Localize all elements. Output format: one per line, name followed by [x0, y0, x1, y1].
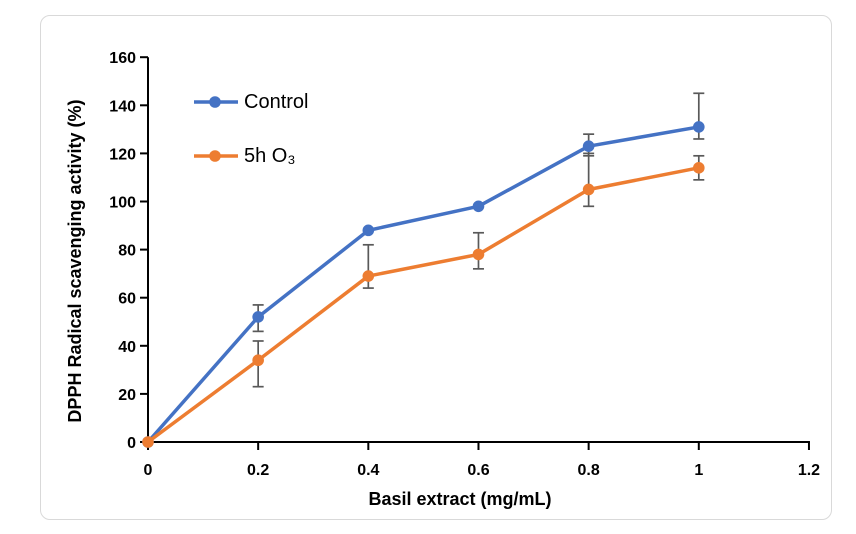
legend-label-control: Control — [244, 90, 309, 113]
x-tick-label: 0.2 — [247, 462, 269, 479]
y-axis-title: DPPH Radical scavenging activity (%) — [65, 99, 85, 423]
data-point-5h-o- — [693, 162, 705, 174]
chart-frame — [40, 15, 832, 520]
series-line-control — [146, 125, 701, 444]
data-point-control — [693, 121, 705, 133]
legend-swatch-5h-o- — [194, 150, 238, 162]
legend-label-5h-o-: 5h O₃ — [244, 144, 296, 167]
y-tick-label: 120 — [109, 146, 136, 163]
legend-marker-icon — [209, 150, 221, 162]
legend: Control 5h O₃ — [194, 89, 308, 197]
legend-marker-icon — [209, 96, 221, 108]
legend-swatch-control — [194, 96, 238, 108]
data-point-control — [582, 140, 595, 152]
y-tick-label: 100 — [109, 195, 136, 212]
y-tick-label: 140 — [109, 98, 136, 115]
data-point-control — [362, 224, 375, 237]
legend-item-5h-o-: 5h O₃ — [194, 143, 308, 169]
data-point-5h-o- — [472, 248, 485, 261]
series-line-5h-o- — [146, 166, 701, 444]
y-tick-label: 20 — [118, 387, 136, 404]
y-tick-label: 40 — [118, 339, 136, 356]
y-tick-label: 0 — [127, 435, 136, 452]
data-point-control — [252, 311, 264, 323]
x-tick-label: 1.2 — [798, 462, 820, 479]
y-tick-label: 160 — [109, 50, 136, 67]
data-point-control — [472, 200, 485, 213]
x-tick-label: 1 — [694, 462, 703, 479]
x-tick-label: 0.4 — [357, 462, 379, 479]
data-point-5h-o- — [142, 436, 154, 448]
data-point-5h-o- — [252, 354, 264, 367]
legend-item-control: Control — [194, 89, 308, 115]
x-tick-label: 0.6 — [467, 462, 489, 479]
y-tick-label: 60 — [118, 291, 136, 308]
x-tick-label: 0 — [144, 462, 153, 479]
data-point-5h-o- — [582, 183, 595, 196]
data-point-5h-o- — [362, 270, 375, 282]
x-axis-title: Basil extract (mg/mL) — [368, 489, 552, 509]
x-tick-label: 0.8 — [578, 462, 600, 479]
y-tick-label: 80 — [118, 243, 136, 260]
